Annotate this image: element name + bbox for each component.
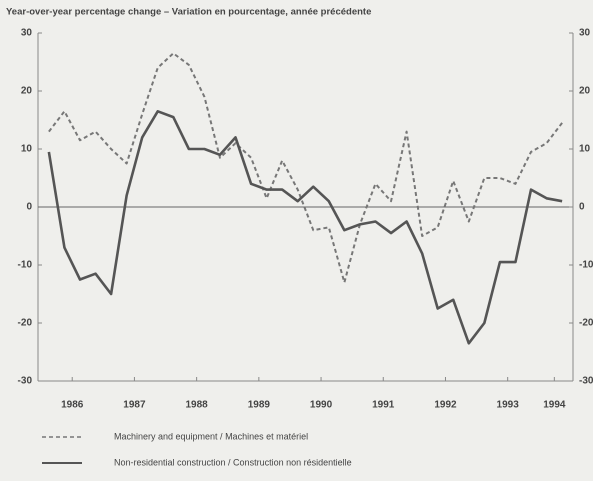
series-line [47,110,563,345]
y-tick-label: -20 [18,318,33,329]
y-tick-label: 20 [21,86,33,97]
x-tick-label: 1991 [372,400,395,411]
x-tick-label: 1988 [186,400,209,411]
series-line [48,52,563,284]
legend-label: Machinery and equipment / Machines et ma… [114,431,308,441]
y2-tick-label: 0 [579,202,585,213]
y2-tick-label: -10 [579,260,593,271]
y2-tick-label: 10 [579,144,591,155]
y2-tick-label: -30 [579,376,593,387]
y2-tick-label: 20 [579,86,591,97]
legend-label: Non-residential construction / Construct… [114,457,352,467]
chart-title: Year-over-year percentage change – Varia… [6,7,371,18]
x-tick-label: 1989 [248,400,271,411]
y2-tick-label: 30 [579,28,591,39]
x-tick-label: 1987 [123,400,146,411]
y-tick-label: 0 [26,202,32,213]
y-tick-label: -10 [18,260,33,271]
y-tick-label: 10 [21,144,33,155]
x-tick-label: 1994 [543,400,566,411]
y2-tick-label: -20 [579,318,593,329]
y-tick-label: -30 [18,376,33,387]
x-tick-label: 1990 [310,400,333,411]
x-tick-label: 1986 [61,400,84,411]
x-tick-label: 1993 [497,400,520,411]
x-tick-label: 1992 [434,400,457,411]
y-tick-label: 30 [21,28,33,39]
